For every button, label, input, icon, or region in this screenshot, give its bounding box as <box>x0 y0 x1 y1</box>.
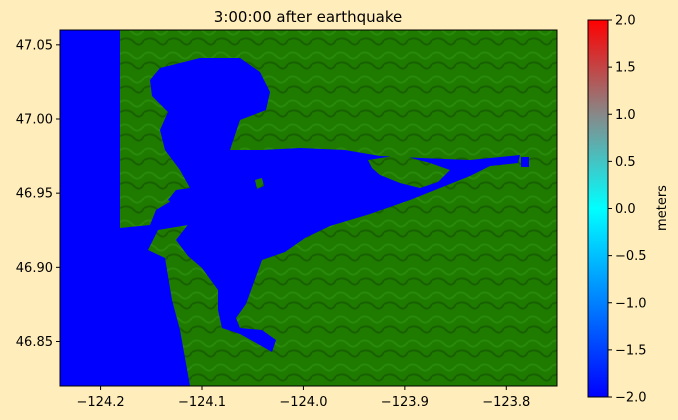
y-tick-label: 46.90 <box>16 261 53 276</box>
colorbar <box>587 19 609 398</box>
inland-water <box>521 157 529 167</box>
ocean <box>60 30 198 386</box>
y-tick-label: 46.95 <box>16 187 53 202</box>
bay-island <box>255 178 264 189</box>
x-tick-label: −124.0 <box>279 395 327 410</box>
colorbar-tick-label: −2.0 <box>615 391 647 406</box>
colorbar-tick-label: −1.5 <box>615 343 647 358</box>
y-tick-label: 47.05 <box>16 38 53 53</box>
x-tick-label: −123.8 <box>482 395 530 410</box>
bay-peninsula <box>368 155 450 188</box>
colorbar-ticks: 2.0 1.5 1.0 0.5 0.0 −0.5 −1.0 −1.5 −2.0 <box>608 14 647 406</box>
colorbar-label: meters <box>655 185 670 231</box>
y-axis-ticks: 46.85 46.90 46.95 47.00 47.05 <box>16 38 60 350</box>
x-tick-label: −124.2 <box>77 395 125 410</box>
x-tick-label: −124.1 <box>178 395 226 410</box>
x-axis-ticks: −124.2 −124.1 −124.0 −123.9 −123.8 <box>77 386 530 410</box>
plot-title: 3:00:00 after earthquake <box>214 8 402 26</box>
colorbar-tick-label: 1.5 <box>615 61 636 76</box>
y-tick-label: 46.85 <box>16 335 53 350</box>
axes-frame <box>59 29 558 387</box>
colorbar-tick-label: −0.5 <box>615 249 647 264</box>
colorbar-tick-label: 0.5 <box>615 155 636 170</box>
colorbar-tick-label: 2.0 <box>615 14 636 29</box>
map-area <box>60 30 557 386</box>
bay <box>150 58 520 352</box>
y-tick-label: 47.00 <box>16 113 53 128</box>
colorbar-tick-label: 0.0 <box>615 202 636 217</box>
colorbar-tick-label: 1.0 <box>615 108 636 123</box>
colorbar-tick-label: −1.0 <box>615 296 647 311</box>
x-tick-label: −123.9 <box>381 395 429 410</box>
